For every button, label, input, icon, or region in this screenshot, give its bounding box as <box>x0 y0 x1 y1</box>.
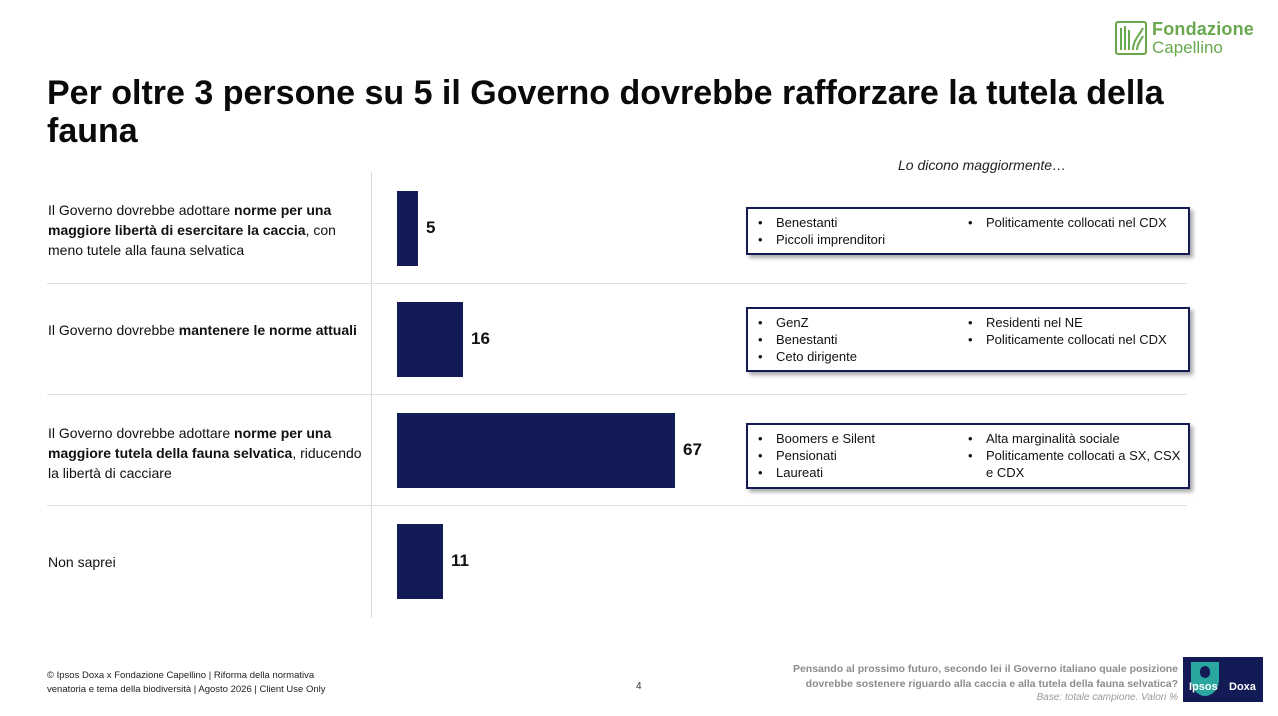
segment-item: Pensionati <box>756 447 956 464</box>
ipsos-doxa-logo: Ipsos Doxa <box>1183 657 1263 702</box>
segment-item: Piccoli imprenditori <box>756 231 956 248</box>
category-label: Il Governo dovrebbe adottare norme per u… <box>48 425 362 481</box>
segment-item: Residenti nel NE <box>966 314 1181 331</box>
bar <box>397 413 675 488</box>
sample-base-note: Base: totale campione. Valori % <box>1036 692 1178 703</box>
segment-column: Alta marginalità socialePoliticamente co… <box>966 430 1181 481</box>
segment-column: GenZBenestantiCeto dirigente <box>756 314 956 365</box>
brand-name-line1: Fondazione <box>1152 19 1254 39</box>
segment-box: Boomers e SilentPensionatiLaureatiAlta m… <box>746 423 1190 489</box>
survey-question-line1: Pensando al prossimo futuro, secondo lei… <box>792 663 1178 675</box>
segment-item: Benestanti <box>756 214 956 231</box>
segment-item: Politicamente collocati nel CDX <box>966 214 1181 231</box>
page-title: Per oltre 3 persone su 5 il Governo dovr… <box>47 74 1164 150</box>
footer-copyright-line1: © Ipsos Doxa x Fondazione Capellino | Ri… <box>47 670 315 681</box>
bar <box>397 524 443 599</box>
segment-column: Boomers e SilentPensionatiLaureati <box>756 430 956 481</box>
row-divider <box>47 505 1187 506</box>
doxa-logo-text: Doxa <box>1229 681 1256 693</box>
segment-item: Politicamente collocati a SX, CSX e CDX <box>966 447 1181 481</box>
fondazione-leaf-icon <box>1115 21 1147 55</box>
chart-axis-line <box>371 172 372 618</box>
footer-copyright-line2: venatoria e tema della biodiversità | Ag… <box>47 684 326 695</box>
row-divider <box>47 283 1187 284</box>
segment-item: Laureati <box>756 464 956 481</box>
bar-data-label: 11 <box>451 551 469 570</box>
segments-subhead: Lo dicono maggiormente… <box>898 157 1067 173</box>
segment-item: Boomers e Silent <box>756 430 956 447</box>
bar-data-label: 67 <box>683 440 702 459</box>
fondazione-capellino-logo: Fondazione Capellino <box>1115 19 1265 60</box>
category-label: Il Governo dovrebbe adottare norme per u… <box>48 202 336 258</box>
segment-box: BenestantiPiccoli imprenditori Politicame… <box>746 207 1190 255</box>
survey-question-line2: dovrebbe sostenere riguardo alla caccia … <box>805 678 1178 690</box>
bar-data-label: 16 <box>471 329 490 348</box>
row-divider <box>47 394 1187 395</box>
ipsos-emblem-icon <box>1191 662 1219 696</box>
page-number: 4 <box>636 681 642 692</box>
ipsos-logo-text: Ipsos <box>1189 681 1218 693</box>
category-label: Il Governo dovrebbe mantenere le norme a… <box>48 322 357 338</box>
segment-column: Residenti nel NEPoliticamente collocati … <box>966 314 1181 348</box>
segment-item: Alta marginalità sociale <box>966 430 1181 447</box>
footer-copyright: © Ipsos Doxa x Fondazione Capellino | Ri… <box>47 669 367 697</box>
bar <box>397 302 463 377</box>
segment-item: Ceto dirigente <box>756 348 956 365</box>
segment-box: GenZBenestantiCeto dirigente Residenti ne… <box>746 307 1190 372</box>
segment-column: BenestantiPiccoli imprenditori <box>756 214 956 248</box>
segment-item: Politicamente collocati nel CDX <box>966 331 1181 348</box>
segment-column: Politicamente collocati nel CDX <box>966 214 1181 231</box>
segment-item: Benestanti <box>756 331 956 348</box>
category-label: Non saprei <box>48 554 116 570</box>
segment-item: GenZ <box>756 314 956 331</box>
brand-name-line2: Capellino <box>1152 38 1223 57</box>
survey-question: Pensando al prossimo futuro, secondo lei… <box>740 662 1178 692</box>
bar <box>397 191 418 266</box>
bar-data-label: 5 <box>426 218 436 237</box>
